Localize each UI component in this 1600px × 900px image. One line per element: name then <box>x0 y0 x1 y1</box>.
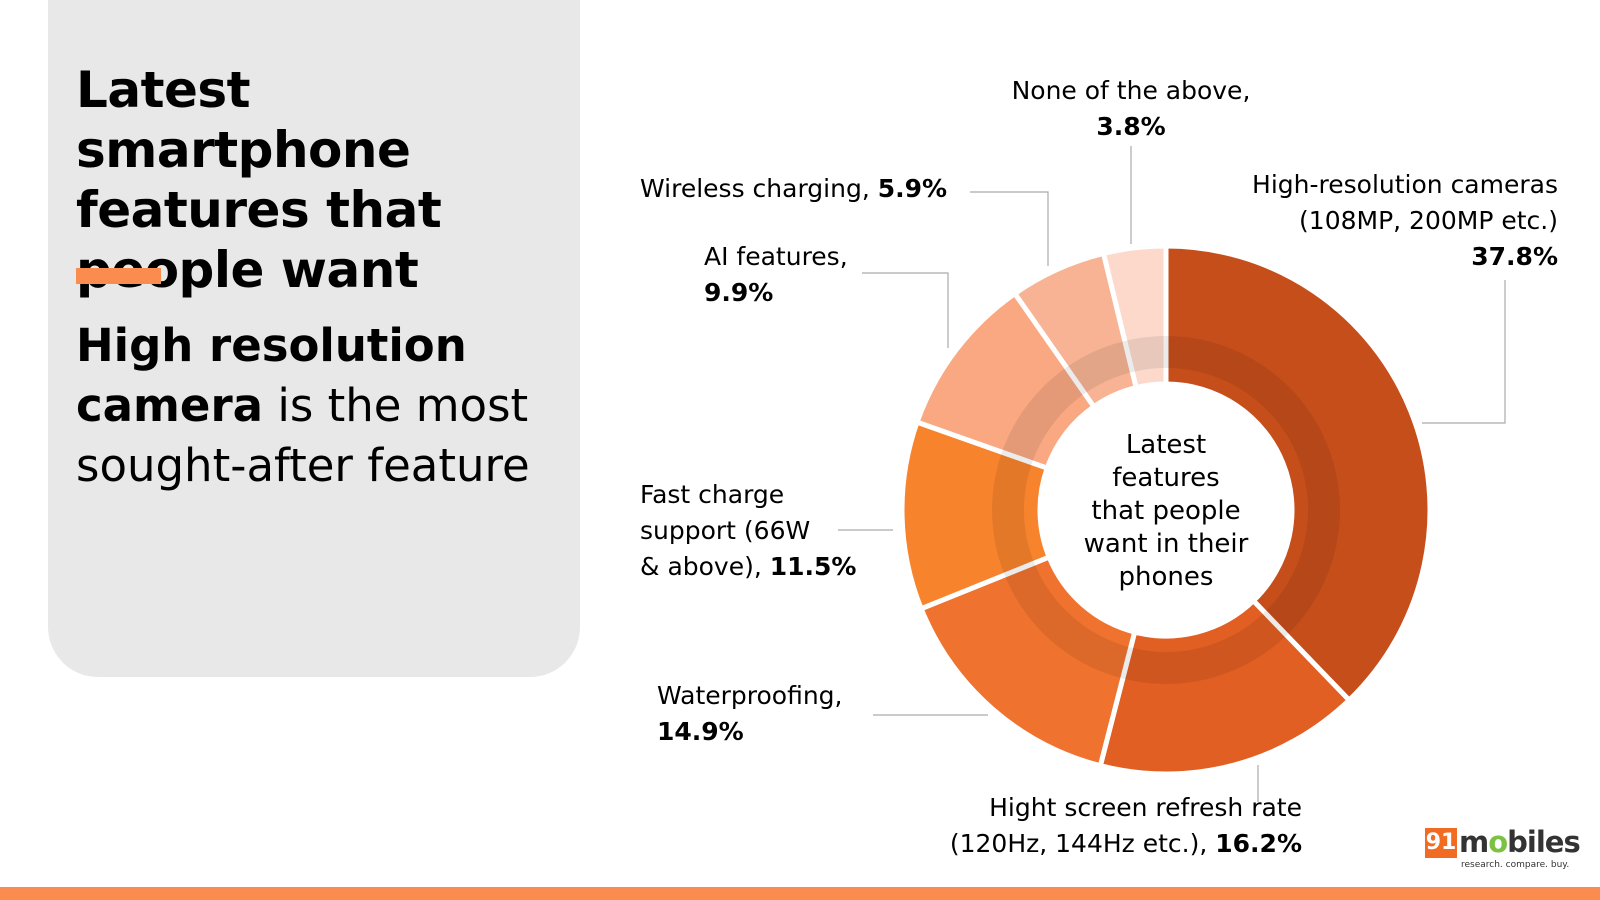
pie-slice-7 <box>1101 243 1169 391</box>
slice-value-label-3: 14.9% <box>657 717 744 746</box>
leader-line-6 <box>970 191 1049 266</box>
donut-hole <box>1042 386 1290 634</box>
slice-label-1: (108MP, 200MP etc.) <box>1299 206 1558 235</box>
logo-tagline: research. compare. buy. <box>1461 860 1570 870</box>
pie-slice-3 <box>918 554 1138 769</box>
slice-label-3: Waterproofing, <box>657 681 843 710</box>
slice-label-4: support (66W <box>640 516 810 545</box>
pie-slice-1 <box>1163 243 1433 703</box>
slice-label-4: Fast charge <box>640 480 784 509</box>
key-finding: High resolution camera is the most sough… <box>76 316 576 496</box>
center-label-line: features <box>1112 463 1219 493</box>
slice-label-1: High-resolution cameras <box>1252 170 1558 199</box>
slice-value-label-4: & above), 11.5% <box>640 552 856 581</box>
center-label-line: Latest <box>1126 430 1206 460</box>
bottom-accent-bar <box>0 887 1600 900</box>
pie-slice-4 <box>899 419 1052 612</box>
slice-value-label-6: Wireless charging, 5.9% <box>640 174 947 203</box>
logo-wordmark: mobiles <box>1459 825 1581 859</box>
center-label-line: phones <box>1119 562 1214 592</box>
center-label-line: that people <box>1091 496 1240 526</box>
slice-value-label-1: 37.8% <box>1471 242 1558 271</box>
key-finding-rest: is the most sought-after feature <box>76 379 530 492</box>
left-panel <box>48 0 580 677</box>
inner-shade-ring <box>992 336 1340 684</box>
leader-line-1 <box>1422 280 1506 424</box>
slice-label-7: None of the above, <box>1012 76 1251 105</box>
brand-logo: 91 mobiles research. compare. buy. <box>1425 824 1581 874</box>
slice-label-5: AI features, <box>704 242 848 271</box>
logo-power-icon: o <box>1488 825 1508 859</box>
logo-number: 91 <box>1425 828 1457 858</box>
center-label-line: want in their <box>1084 529 1249 559</box>
slice-value-label-5: 9.9% <box>704 278 773 307</box>
key-finding-bold: High resolution camera <box>76 319 467 432</box>
slice-label-2: Hight screen refresh rate <box>989 793 1302 822</box>
leader-line-5 <box>862 272 949 348</box>
slice-value-label-2: (120Hz, 144Hz etc.), 16.2% <box>950 829 1302 858</box>
slice-value-label-7: 3.8% <box>1096 112 1165 141</box>
pie-slice-2 <box>1097 598 1352 777</box>
accent-bar <box>76 268 161 284</box>
